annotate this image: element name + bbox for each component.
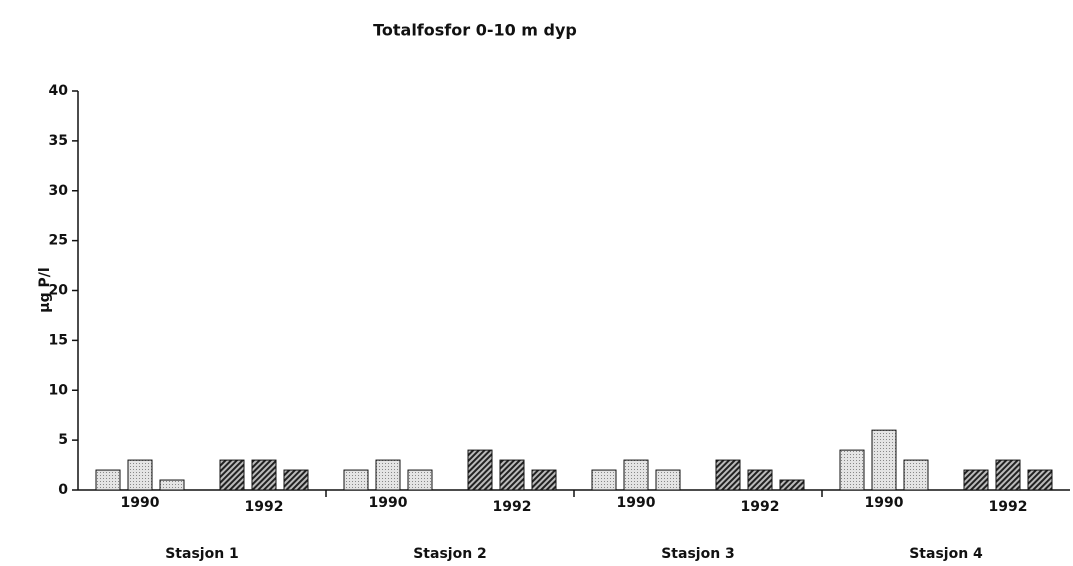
bar xyxy=(467,449,493,491)
bar xyxy=(531,469,557,491)
subgroup-label: 1992 xyxy=(741,499,780,515)
bar xyxy=(219,459,245,491)
bar xyxy=(995,459,1021,491)
y-tick-label: 25 xyxy=(49,233,68,249)
bar xyxy=(779,479,805,491)
y-tick-label: 30 xyxy=(49,183,69,199)
subgroup-label: 1990 xyxy=(617,495,656,511)
bar xyxy=(499,459,525,491)
bar xyxy=(591,469,617,491)
subgroup-label: 1992 xyxy=(493,499,532,515)
group-label: Stasjon 3 xyxy=(661,546,735,562)
y-tick-label: 10 xyxy=(49,382,69,398)
bar xyxy=(871,429,897,491)
bar xyxy=(963,469,989,491)
y-axis-label: µg P/l xyxy=(37,267,53,312)
y-tick-label: 15 xyxy=(49,332,68,348)
group-label: Stasjon 4 xyxy=(909,546,983,562)
bar xyxy=(655,469,681,491)
subgroup-label: 1990 xyxy=(369,495,408,511)
bar xyxy=(747,469,773,491)
bar xyxy=(903,459,929,491)
bar xyxy=(283,469,309,491)
subgroup-label: 1990 xyxy=(865,495,904,511)
bar xyxy=(715,459,741,491)
bar xyxy=(159,479,185,491)
subgroup-label: 1992 xyxy=(245,499,284,515)
y-tick-label: 20 xyxy=(49,283,69,299)
bar xyxy=(375,459,401,491)
bar xyxy=(623,459,649,491)
bar xyxy=(95,469,121,491)
y-tick-label: 5 xyxy=(58,432,68,448)
y-tick-label: 0 xyxy=(58,482,68,498)
bar xyxy=(1027,469,1053,491)
bar xyxy=(343,469,369,491)
y-tick-label: 40 xyxy=(49,83,69,99)
bar xyxy=(839,449,865,491)
bar xyxy=(407,469,433,491)
group-label: Stasjon 1 xyxy=(165,546,239,562)
bar xyxy=(251,459,277,491)
group-label: Stasjon 2 xyxy=(413,546,487,562)
bar xyxy=(127,459,153,491)
subgroup-label: 1992 xyxy=(989,499,1028,515)
subgroup-label: 1990 xyxy=(121,495,160,511)
y-tick-label: 35 xyxy=(49,133,68,149)
chart-title: Totalfosfor 0-10 m dyp xyxy=(373,21,577,40)
